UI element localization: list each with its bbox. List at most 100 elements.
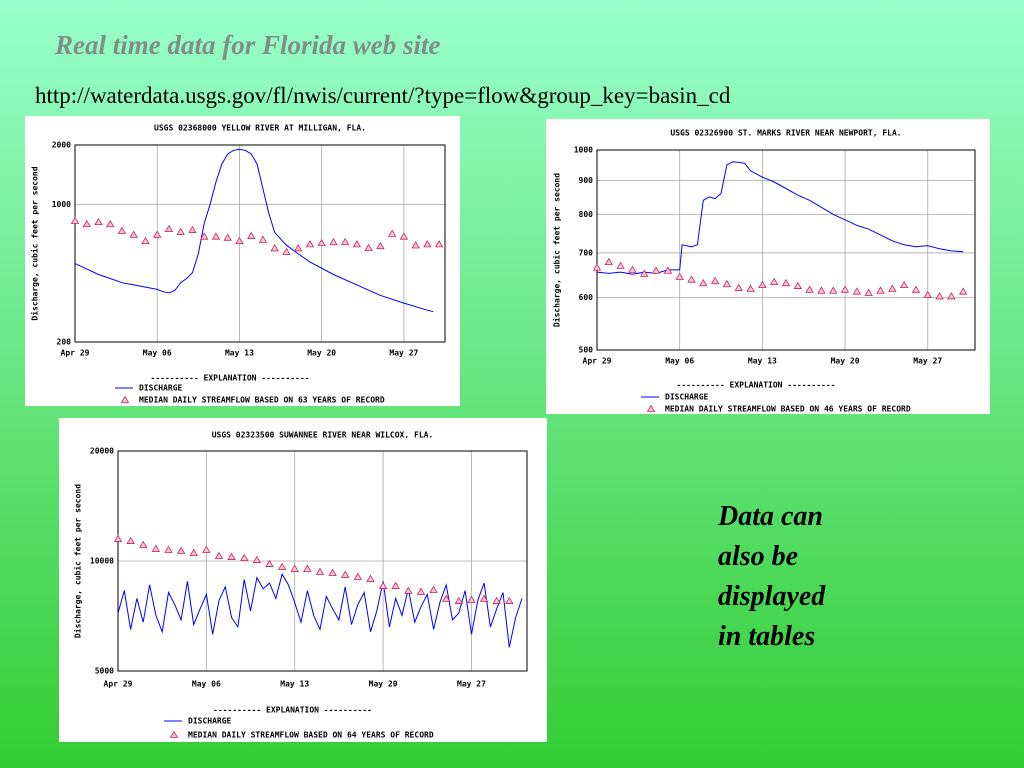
median-marker [663, 266, 673, 274]
median-marker [117, 226, 127, 234]
chart-panel [25, 116, 460, 406]
median-marker [746, 284, 755, 292]
legend-marker [120, 395, 130, 403]
y-tick-label: 5000 [95, 667, 114, 676]
y-tick-label: 700 [579, 248, 594, 257]
y-tick-label: 1000 [574, 146, 593, 155]
legend-label: MEDIAN DAILY STREAMFLOW BASED ON 64 YEAR… [188, 731, 434, 740]
median-marker [126, 536, 135, 544]
median-marker [604, 257, 614, 266]
median-marker [805, 285, 814, 293]
median-marker [265, 559, 274, 567]
median-marker [223, 233, 232, 241]
x-tick-label: May 20 [307, 349, 336, 358]
median-marker [353, 572, 363, 580]
legend-label: MEDIAN DAILY STREAMFLOW BASED ON 46 YEAR… [665, 405, 911, 414]
chart-title: USGS 02368000 YELLOW RIVER AT MILLIGAN, … [154, 124, 366, 133]
y-tick-label: 500 [579, 346, 594, 355]
median-marker [277, 562, 287, 570]
median-marker [958, 287, 968, 295]
x-tick-label: May 06 [143, 349, 172, 358]
y-tick-label: 800 [579, 210, 594, 219]
median-marker [467, 595, 476, 603]
chart-title: USGS 02323500 SUWANNEE RIVER NEAR WILCOX… [212, 431, 434, 440]
median-marker [153, 230, 162, 238]
median-marker [817, 286, 826, 294]
median-marker [699, 279, 708, 287]
median-marker [70, 216, 80, 224]
median-marker [328, 568, 337, 576]
y-tick-label: 20000 [90, 447, 114, 456]
legend-label: DISCHARGE [665, 393, 709, 402]
median-marker [864, 288, 873, 296]
plot-frame [596, 149, 976, 351]
median-marker [341, 570, 350, 578]
median-marker [505, 596, 514, 604]
legend-title: ---------- EXPLANATION ---------- [213, 706, 372, 715]
note-line: in tables [718, 621, 815, 652]
x-tick-label: May 27 [389, 349, 418, 358]
legend-title: ---------- EXPLANATION ---------- [677, 381, 836, 390]
median-marker [293, 244, 303, 252]
median-marker [352, 240, 362, 248]
median-marker [423, 240, 432, 248]
median-marker [454, 596, 464, 604]
median-marker [176, 546, 186, 554]
median-marker [923, 290, 932, 298]
note-line: also be [718, 541, 798, 572]
median-marker [616, 261, 625, 269]
y-tick-label: 600 [579, 293, 594, 302]
median-marker [176, 227, 185, 235]
median-marker [628, 265, 637, 273]
median-marker [722, 279, 732, 288]
y-axis-label: Discharge, cubic feet per second [30, 166, 40, 320]
x-tick-label: Apr 29 [583, 357, 612, 366]
median-marker [106, 219, 115, 228]
median-marker [387, 229, 397, 237]
median-marker [200, 232, 209, 240]
chart: USGS 02323500 SUWANNEE RIVER NEAR WILCOX… [59, 418, 547, 742]
median-marker [164, 545, 173, 553]
legend-title: ---------- EXPLANATION ---------- [151, 374, 310, 383]
median-marker [479, 594, 489, 602]
median-marker [592, 263, 602, 271]
x-tick-label: May 06 [665, 357, 694, 366]
x-tick-label: May 20 [831, 357, 860, 366]
median-marker [189, 548, 198, 557]
chart-panel [59, 418, 547, 742]
x-tick-label: Apr 29 [61, 349, 90, 358]
median-marker [399, 232, 409, 240]
median-marker [214, 551, 224, 559]
legend-marker [169, 730, 179, 738]
median-marker [235, 236, 244, 245]
source-url: http://waterdata.usgs.gov/fl/nwis/curren… [35, 83, 731, 108]
median-marker [317, 238, 326, 247]
median-marker [164, 224, 174, 233]
chart: USGS 02326900 ST. MARKS RIVER NEAR NEWPO… [546, 119, 990, 414]
y-tick-label: 10000 [90, 557, 114, 566]
y-axis-label: Discharge, cubic feet per second [552, 173, 562, 327]
plot-frame [74, 144, 446, 343]
median-marker [442, 594, 451, 602]
chart-panel [546, 119, 990, 414]
median-marker [781, 279, 791, 287]
median-marker [240, 553, 249, 561]
median-marker [139, 540, 148, 548]
median-marker [270, 244, 279, 252]
median-marker [416, 587, 426, 595]
median-marker [911, 285, 921, 293]
median-marker [434, 240, 444, 248]
y-axis-label: Discharge, cubic feet per second [73, 484, 83, 638]
median-marker [758, 280, 767, 289]
plot-frame [117, 450, 528, 672]
median-marker [734, 283, 743, 291]
median-marker [113, 534, 123, 542]
note-line: displayed [718, 581, 826, 612]
median-marker [829, 286, 838, 294]
median-marker [364, 243, 373, 251]
median-marker [290, 564, 299, 572]
median-marker [129, 230, 138, 238]
median-marker [188, 225, 197, 233]
y-tick-label: 2000 [52, 141, 71, 150]
